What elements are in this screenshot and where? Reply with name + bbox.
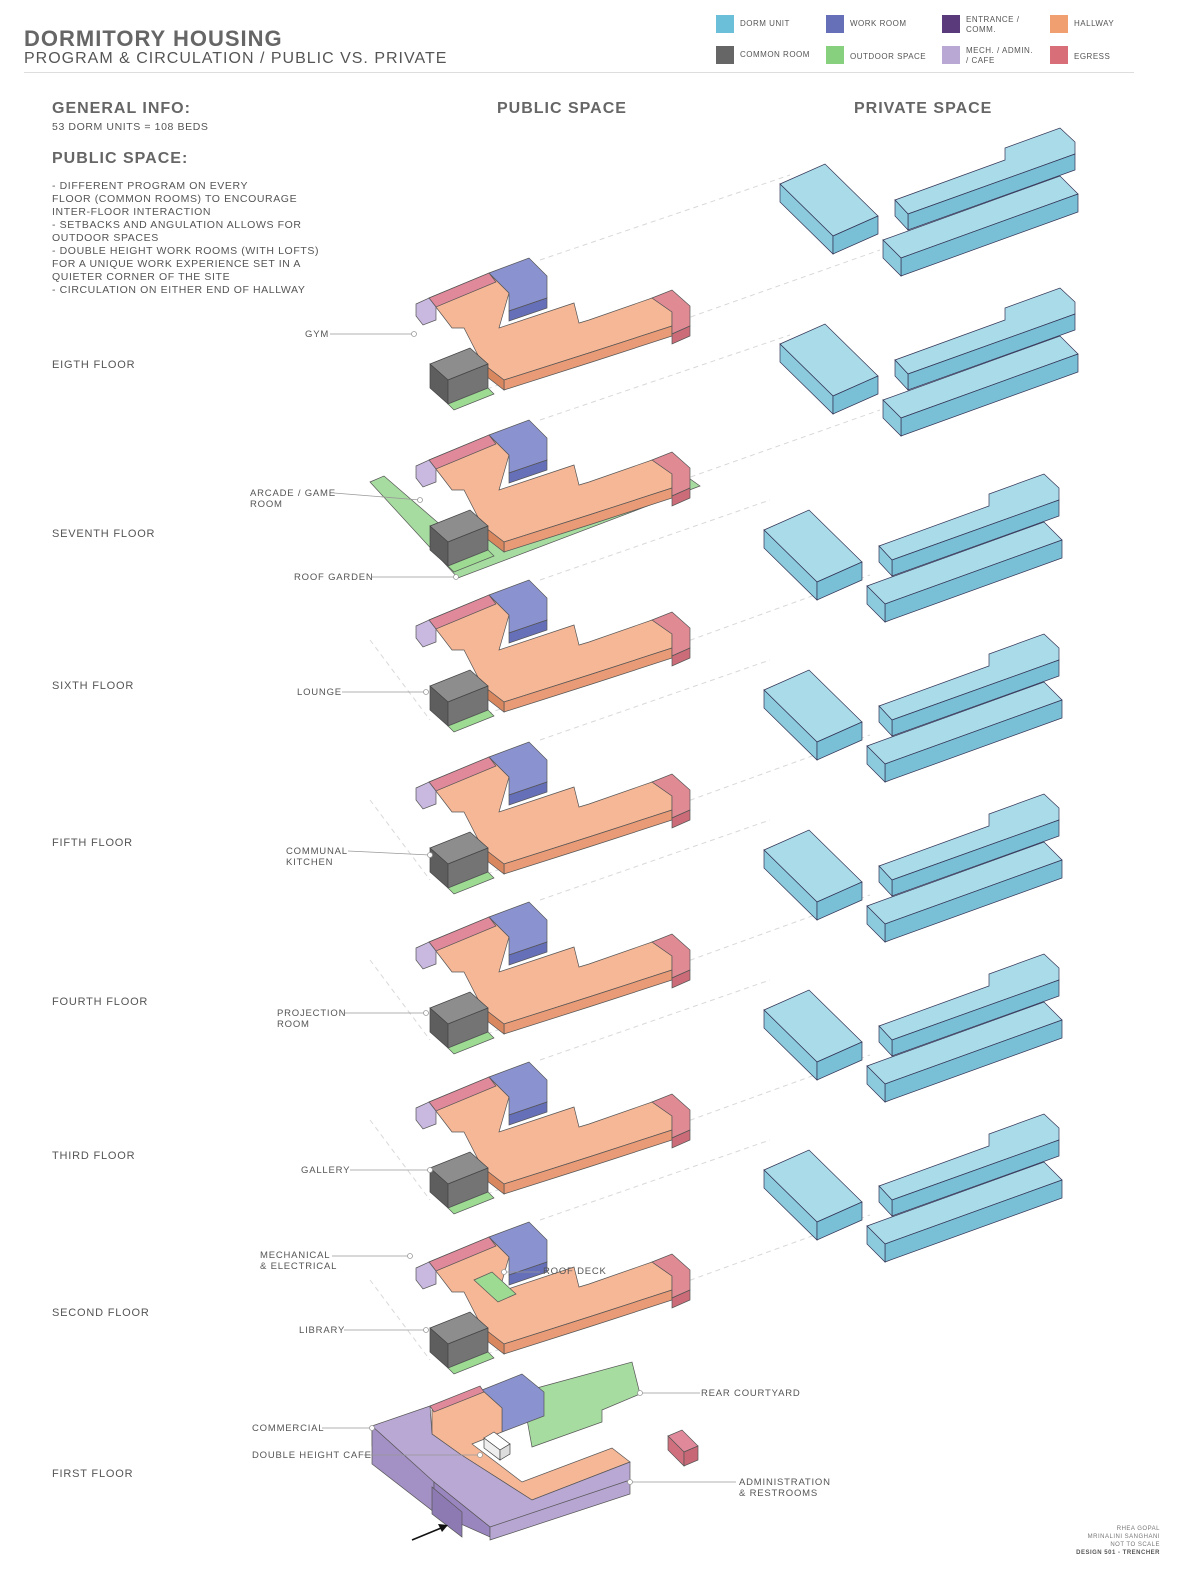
note-line: FOR A UNIQUE WORK EXPERIENCE SET IN A [52, 258, 301, 270]
note-line: FLOOR (COMMON ROOMS) TO ENCOURAGE [52, 193, 298, 205]
public-floor-6 [415, 579, 691, 733]
public-space-heading: PUBLIC SPACE: [52, 150, 189, 167]
callout-roof-garden: ROOF GARDEN [294, 572, 374, 583]
header-divider [24, 72, 1134, 73]
legend-item-mech-admin: MECH. / ADMIN. / CAFE [942, 46, 1038, 66]
note-line: - SETBACKS AND ANGULATION ALLOWS FOR [52, 219, 302, 231]
legend-swatch-egress [1050, 46, 1068, 64]
public-floor-4 [415, 901, 691, 1055]
note-line: - DOUBLE HEIGHT WORK ROOMS (WITH LOFTS) [52, 245, 320, 257]
private-floor-8 [779, 127, 1079, 277]
legend-swatch-outdoor-space [826, 46, 844, 64]
floor-label-3: THIRD FLOOR [52, 1150, 136, 1162]
note-line: QUIETER CORNER OF THE SITE [52, 271, 231, 283]
page-title: DORMITORY HOUSING [24, 26, 283, 51]
legend-swatch-dorm-unit [716, 15, 734, 33]
credit-line: DESIGN 501 - TRENCHER [1076, 1550, 1160, 1556]
credit-line: RHEA GOPAL [1116, 1526, 1160, 1532]
general-info-heading: GENERAL INFO: [52, 100, 191, 117]
callout-administration: ADMINISTRATION & RESTROOMS [739, 1477, 831, 1499]
legend-swatch-hallway [1050, 15, 1068, 33]
public-floor-1 [371, 1361, 699, 1541]
floor-label-1: FIRST FLOOR [52, 1468, 134, 1480]
floor-label-7: SEVENTH FLOOR [52, 528, 156, 540]
note-line: OUTDOOR SPACES [52, 232, 159, 244]
private-space-column-header: PRIVATE SPACE [854, 100, 993, 117]
legend-item-dorm-unit: DORM UNIT [716, 15, 790, 33]
floor-label-5: FIFTH FLOOR [52, 837, 133, 849]
callout-double-height-cafe: DOUBLE HEIGHT CAFE [252, 1450, 372, 1461]
legend-label: WORK ROOM [850, 19, 907, 28]
callout-rear-courtyard: REAR COURTYARD [701, 1388, 801, 1399]
floor-label-8: EIGTH FLOOR [52, 359, 136, 371]
legend-item-work-room: WORK ROOM [826, 15, 907, 33]
floor-label-2: SECOND FLOOR [52, 1307, 150, 1319]
credit-line: NOT TO SCALE [1110, 1542, 1160, 1548]
label-leaders [322, 333, 736, 1483]
label-dots [369, 331, 643, 1485]
legend-swatch-common-room [716, 46, 734, 64]
private-floor-7 [779, 287, 1079, 437]
page-subtitle: PROGRAM & CIRCULATION / PUBLIC VS. PRIVA… [24, 50, 448, 67]
callout-commercial: COMMERCIAL [252, 1423, 325, 1434]
legend-item-common-room: COMMON ROOM [716, 46, 810, 64]
legend-label: HALLWAY [1074, 19, 1115, 28]
roof-deck [473, 1271, 517, 1303]
callout-projection-room: PROJECTION ROOM [277, 1008, 347, 1030]
legend-label: DORM UNIT [740, 19, 790, 28]
callout-gym: GYM [305, 329, 330, 340]
private-floor-6 [763, 473, 1063, 623]
legend-item-egress: EGRESS [1050, 46, 1110, 64]
general-info-units: 53 DORM UNITS = 108 BEDS [52, 121, 209, 133]
legend-label: ENTRANCE / COMM. [966, 15, 1020, 34]
credits: RHEA GOPAL MRINALINI SANGHANI NOT TO SCA… [1076, 1525, 1160, 1557]
callout-library: LIBRARY [299, 1325, 346, 1336]
public-space-column-header: PUBLIC SPACE [497, 100, 627, 117]
legend-swatch-mech-admin [942, 46, 960, 64]
legend-item-entrance: ENTRANCE / COMM. [942, 15, 1028, 35]
legend-label: OUTDOOR SPACE [850, 52, 927, 61]
public-floor-2 [415, 1221, 691, 1375]
entry-arrow-icon [411, 1524, 448, 1541]
callout-communal-kitchen: COMMUNAL KITCHEN [286, 846, 348, 868]
legend-swatch-entrance [942, 15, 960, 33]
callout-arcade: ARCADE / GAME ROOM [250, 488, 336, 510]
public-floor-8 [415, 257, 691, 411]
public-space-notes: - DIFFERENT PROGRAM ON EVERY FLOOR (COMM… [52, 180, 319, 297]
legend-label: MECH. / ADMIN. / CAFE [966, 46, 1034, 65]
legend-label: COMMON ROOM [740, 50, 810, 59]
credit-line: MRINALINI SANGHANI [1087, 1534, 1160, 1540]
callout-lounge: LOUNGE [297, 687, 342, 698]
legend-item-hallway: HALLWAY [1050, 15, 1114, 33]
callout-mechanical: MECHANICAL & ELECTRICAL [260, 1250, 338, 1272]
public-floor-5 [415, 741, 691, 895]
note-line: - DIFFERENT PROGRAM ON EVERY [52, 180, 249, 192]
private-floor-4 [763, 793, 1063, 943]
private-floor-5 [763, 633, 1063, 783]
callout-roof-deck: ROOF DECK [543, 1266, 607, 1277]
floor-label-4: FOURTH FLOOR [52, 996, 149, 1008]
floor-label-6: SIXTH FLOOR [52, 680, 135, 692]
legend-swatch-work-room [826, 15, 844, 33]
note-line: - CIRCULATION ON EITHER END OF HALLWAY [52, 284, 306, 296]
callout-gallery: GALLERY [301, 1165, 351, 1176]
note-line: INTER-FLOOR INTERACTION [52, 206, 212, 218]
private-floor-2 [763, 1113, 1063, 1263]
legend-label: EGRESS [1074, 52, 1111, 61]
public-floor-3 [415, 1061, 691, 1215]
private-floor-3 [763, 953, 1063, 1103]
legend-item-outdoor-space: OUTDOOR SPACE [826, 46, 926, 64]
